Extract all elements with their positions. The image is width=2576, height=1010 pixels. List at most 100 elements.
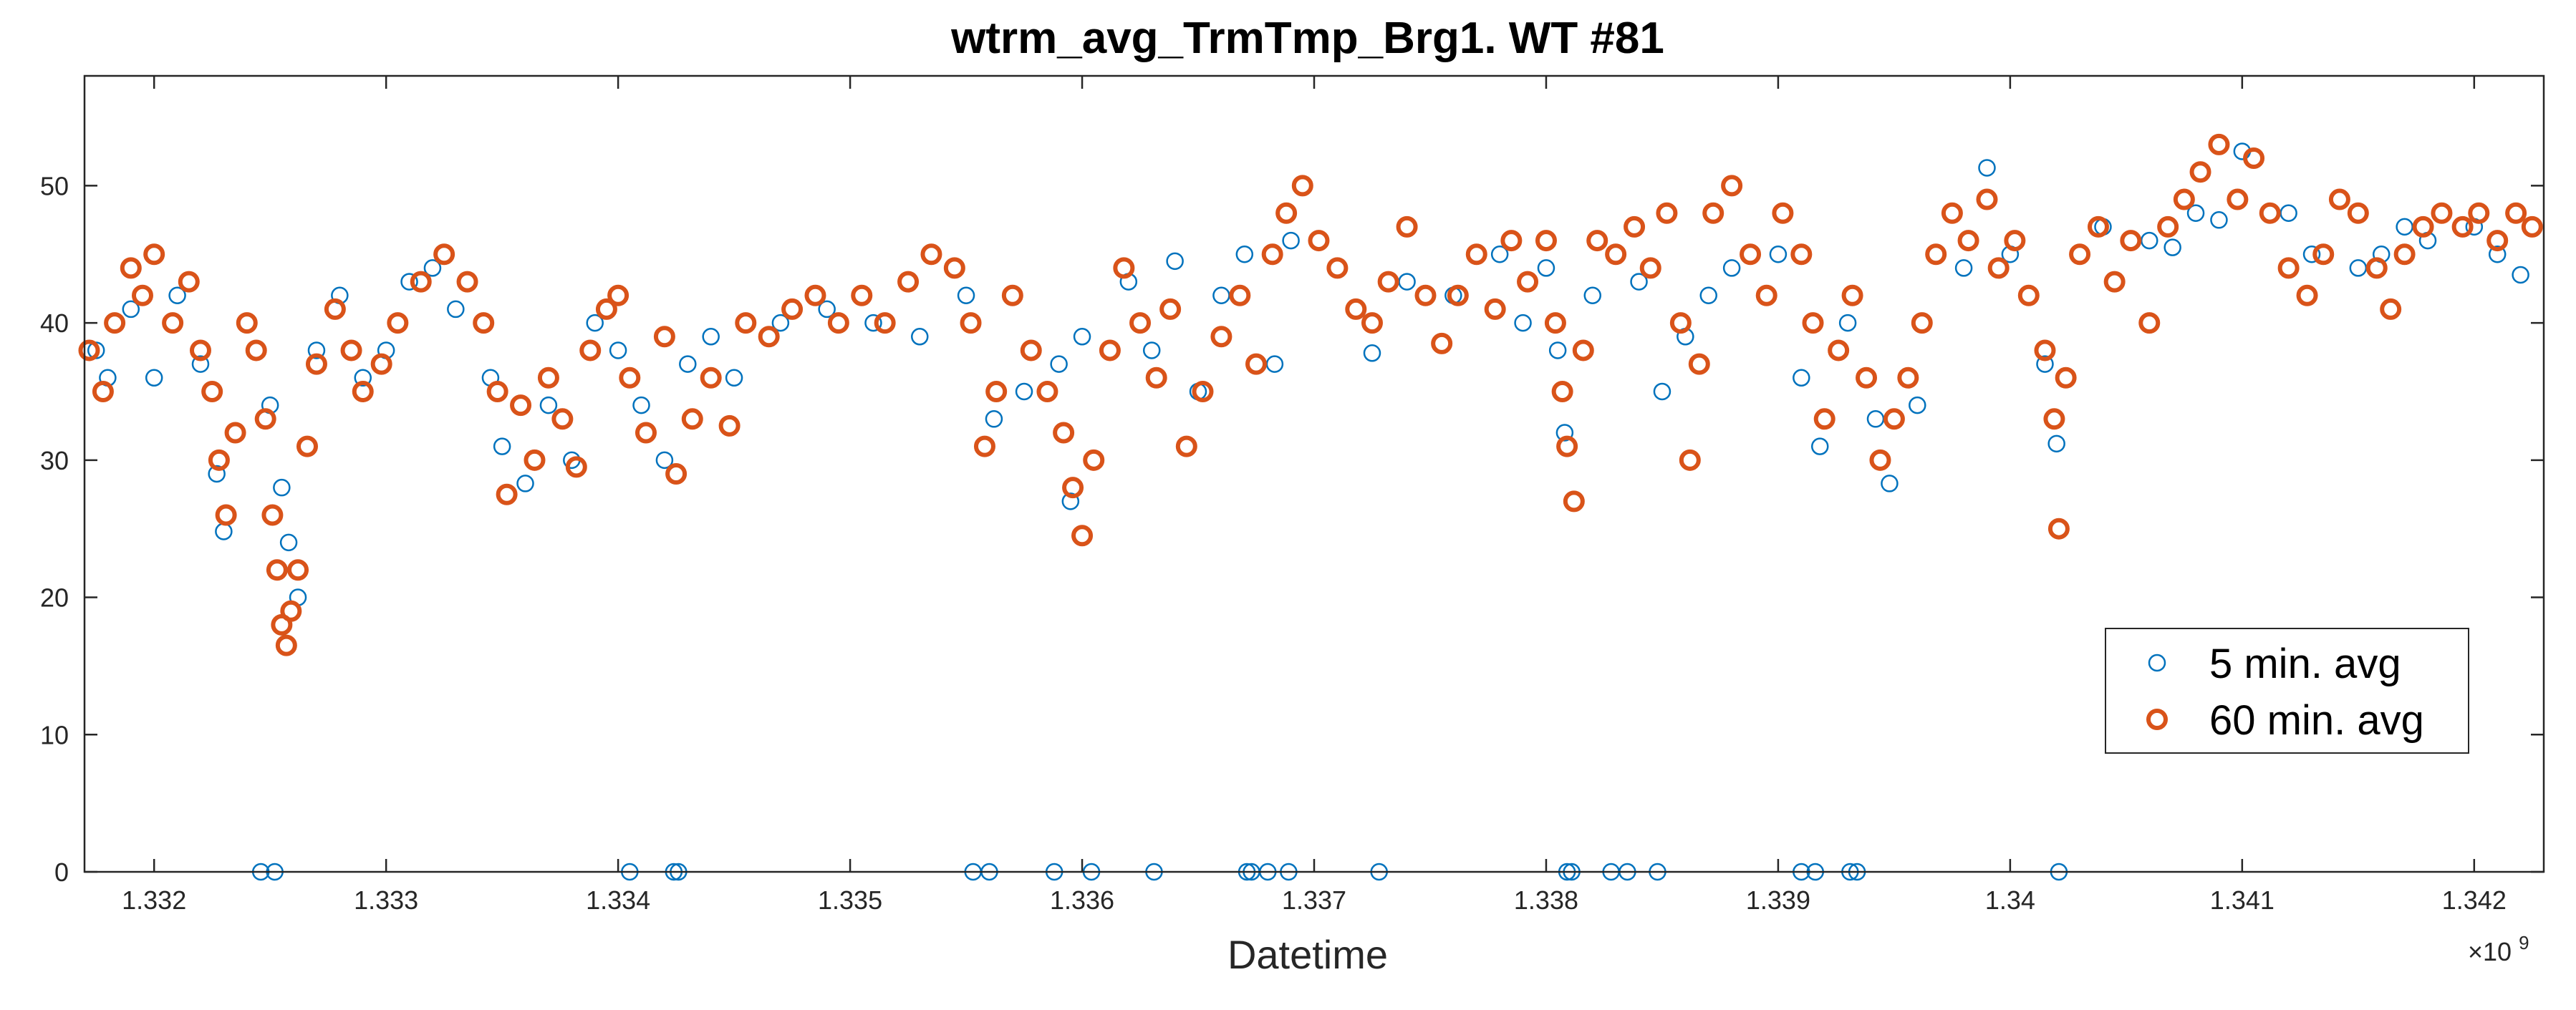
data-point-60min xyxy=(1856,366,1878,389)
data-point-60min xyxy=(1828,339,1850,361)
data-point-5min xyxy=(1282,231,1300,250)
data-point-60min xyxy=(1624,215,1646,238)
data-point-60min xyxy=(2208,133,2230,155)
data-point-60min xyxy=(595,298,617,320)
data-point-5min xyxy=(655,451,674,470)
legend: 5 min. avg 60 min. avg xyxy=(2105,628,2469,754)
data-point-60min xyxy=(1740,243,1762,266)
data-point-5min xyxy=(609,341,627,359)
data-point-60min xyxy=(635,422,657,444)
data-point-60min xyxy=(1802,312,1824,334)
data-point-60min xyxy=(1326,257,1349,279)
data-point-60min xyxy=(2296,284,2318,306)
data-point-60min xyxy=(208,449,230,471)
data-point-60min xyxy=(296,435,319,457)
data-point-5min xyxy=(1514,314,1532,332)
data-point-5min xyxy=(1722,259,1741,277)
data-point-60min xyxy=(1688,353,1710,375)
data-point-60min xyxy=(2189,161,2211,183)
data-point-5min xyxy=(1235,245,1254,263)
data-point-60min xyxy=(2069,243,2091,266)
data-point-60min xyxy=(681,408,703,430)
data-point-5min xyxy=(307,341,326,359)
data-point-60min xyxy=(370,353,392,375)
data-point-60min xyxy=(653,326,675,348)
data-point-5min xyxy=(586,314,604,332)
data-point-5min xyxy=(1909,396,1926,414)
data-point-5min xyxy=(771,314,790,332)
legend-label-5min: 5 min. avg xyxy=(2209,641,2401,687)
data-point-5min xyxy=(1050,355,1068,373)
data-point-60min xyxy=(1841,284,1863,306)
data-point-60min xyxy=(1656,202,1678,224)
data-point-60min xyxy=(2017,284,2040,306)
data-point-60min xyxy=(2138,312,2161,334)
data-point-5min xyxy=(911,328,929,346)
y-tick-label: 40 xyxy=(40,309,69,338)
data-point-60min xyxy=(851,284,873,306)
data-point-5min xyxy=(2512,266,2529,284)
y-tick-label: 20 xyxy=(40,583,69,613)
data-point-5min xyxy=(1838,314,1857,332)
data-point-60min xyxy=(2365,257,2388,279)
data-point-60min xyxy=(2004,230,2026,252)
data-point-60min xyxy=(735,312,757,334)
data-point-60min xyxy=(1261,243,1283,266)
data-point-60min xyxy=(1586,230,1608,252)
x-axis-label: Datetime xyxy=(1227,932,1388,977)
data-point-60min xyxy=(280,600,302,622)
data-point-60min xyxy=(619,366,641,389)
data-point-60min xyxy=(1639,257,1661,279)
data-point-60min xyxy=(92,380,114,402)
x-tick-label: 1.337 xyxy=(1282,885,1346,915)
data-point-5min xyxy=(1793,369,1810,387)
data-point-60min xyxy=(665,463,688,485)
data-point-5min xyxy=(354,369,372,387)
data-point-60min xyxy=(266,559,288,581)
data-point-60min xyxy=(1210,326,1232,348)
data-point-5min xyxy=(2186,204,2205,222)
data-point-60min xyxy=(2047,518,2070,540)
data-point-5min xyxy=(1810,437,1829,455)
data-point-60min xyxy=(1535,230,1557,252)
data-point-60min xyxy=(1229,284,1251,306)
data-point-60min xyxy=(718,414,741,437)
data-point-5min xyxy=(1490,245,1509,263)
data-point-60min xyxy=(2328,188,2350,210)
x-tick-label: 1.334 xyxy=(586,885,650,915)
data-point-5min xyxy=(2488,245,2507,263)
data-point-60min xyxy=(2347,202,2369,224)
y-tick-label: 10 xyxy=(40,720,69,749)
data-point-60min xyxy=(781,298,804,320)
data-point-60min xyxy=(1396,215,1418,238)
data-point-5min xyxy=(1653,382,1671,401)
data-point-60min xyxy=(1987,257,2010,279)
data-point-60min xyxy=(973,435,995,457)
data-point-60min xyxy=(1159,298,1182,320)
data-point-60min xyxy=(758,326,780,348)
data-point-60min xyxy=(120,257,142,279)
data-point-60min xyxy=(943,257,965,279)
x-tick-label: 1.339 xyxy=(1746,885,1810,915)
data-point-5min xyxy=(423,259,442,277)
data-point-60min xyxy=(2103,271,2126,293)
data-point-60min xyxy=(245,339,267,361)
data-point-60min xyxy=(2034,339,2056,361)
data-point-60min xyxy=(827,312,849,334)
data-point-60min xyxy=(1361,312,1383,334)
data-point-60min xyxy=(1517,271,1539,293)
data-point-60min xyxy=(287,559,309,581)
data-point-5min xyxy=(168,286,186,305)
data-point-60min xyxy=(1001,284,1023,306)
data-point-60min xyxy=(1175,435,1197,457)
data-point-60min xyxy=(2412,215,2434,238)
data-point-5min xyxy=(2163,238,2181,256)
data-point-5min xyxy=(191,355,210,373)
data-point-60min xyxy=(1465,243,1487,266)
data-point-60min xyxy=(2087,215,2109,238)
data-point-60min xyxy=(1755,284,1777,306)
data-point-60min xyxy=(254,408,276,430)
data-point-60min xyxy=(1551,380,1573,402)
x-axis-exponent-base: ×10 xyxy=(2468,937,2512,966)
